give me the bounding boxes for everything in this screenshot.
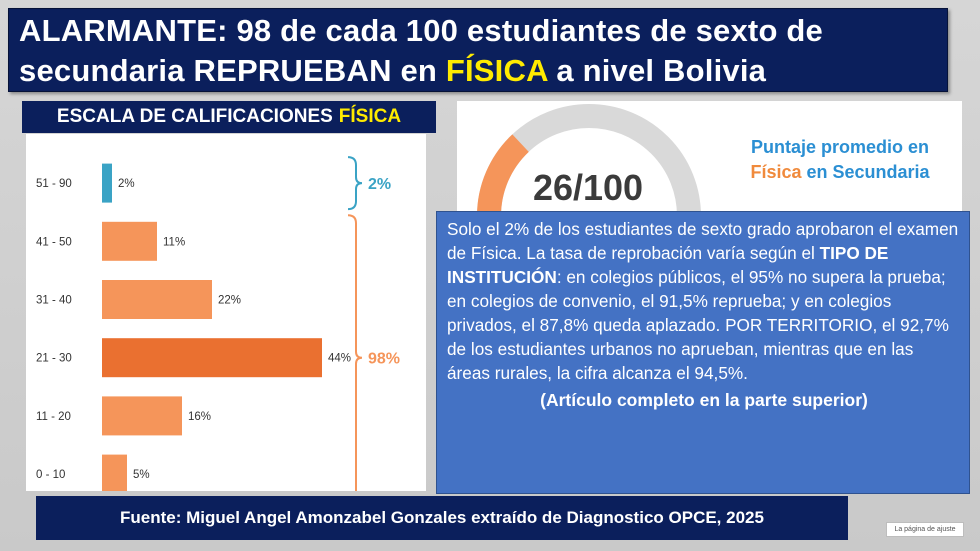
score-value: 26/100 [532, 167, 644, 208]
headline-line-1: ALARMANTE: 98 de cada 100 estudiantes de… [19, 13, 823, 48]
headline-line-2-end: a nivel Bolivia [547, 53, 767, 88]
category-label-5: 11 - 20 [36, 411, 71, 423]
grade-scale-chart-svg: 51 - 90 2% 41 - 50 11% 31 - 40 22% 21 - 30 44% 1… [36, 156, 400, 491]
summary-part-2: : en colegios públicos, el 95% no supera… [447, 267, 949, 383]
source-text: Fuente: Miguel Angel Amonzabel Gonzales … [120, 508, 764, 527]
bracket-label-1: 2% [368, 176, 391, 193]
category-label-6: 0 - 10 [36, 469, 65, 481]
scale-heading-highlight: FÍSICA [338, 106, 402, 127]
headline-line-2-start: secundaria REPRUEBAN en [19, 53, 446, 88]
gauge-fill [477, 134, 530, 216]
average-score-panel: 26/100 Puntaje promedio en Física en Sec… [457, 101, 962, 216]
category-label-1: 51 - 90 [36, 178, 72, 190]
bracket-label-2: 98% [368, 351, 400, 368]
category-label-4: 21 - 30 [36, 353, 72, 365]
bar-6 [102, 454, 127, 491]
gauge-caption-line-1: Puntaje promedio en [750, 137, 930, 157]
headline-highlight: FÍSICA [445, 53, 548, 88]
source-banner: Fuente: Miguel Angel Amonzabel Gonzales … [36, 496, 848, 540]
summary-bold: TIPO DE INSTITUCIÓN [447, 243, 889, 287]
full-article-note: (Artículo completo en la parte superior) [540, 390, 868, 410]
bar-1 [102, 163, 112, 203]
headline-banner: ALARMANTE: 98 de cada 100 estudiantes de… [8, 8, 948, 92]
gauge-caption: Puntaje promedio en Física en Secundaria [725, 135, 955, 185]
bracket-2 [347, 214, 363, 491]
scale-heading-text: ESCALA DE CALIFICACIONES [56, 106, 333, 127]
scale-heading: ESCALA DE CALIFICACIONES FÍSICA [22, 101, 436, 133]
category-label-2: 41 - 50 [36, 236, 72, 248]
score-gauge [477, 104, 701, 216]
headline-line-2: secundaria REPRUEBAN en FÍSICA a nivel B… [19, 53, 766, 89]
gauge-caption-subject: Física [750, 162, 802, 182]
value-label-6: 5% [133, 469, 150, 481]
value-label-2: 11% [163, 236, 185, 248]
bar-3 [102, 280, 212, 319]
summary-paragraph: Solo el 2% de los estudiantes de sexto g… [447, 217, 961, 385]
gauge-caption-level: en Secundaria [801, 162, 930, 182]
gauge-caption-line-2: Física en Secundaria [725, 160, 955, 185]
grade-scale-chart: 51 - 90 2% 41 - 50 11% 31 - 40 22% 21 - 30 44% 1… [26, 134, 426, 491]
value-label-3: 22% [218, 295, 241, 307]
bar-2 [102, 221, 157, 261]
value-label-4: 44% [328, 353, 351, 365]
value-label-1: 2% [118, 178, 135, 190]
value-label-5: 16% [188, 411, 211, 423]
bar-5 [102, 396, 182, 436]
category-label-3: 31 - 40 [36, 295, 72, 307]
bracket-1 [347, 156, 363, 211]
summary-box: Solo el 2% de los estudiantes de sexto g… [436, 211, 970, 494]
bar-4 [102, 338, 322, 378]
summary-part-1: Solo el 2% de los estudiantes de sexto g… [447, 219, 959, 263]
footer-note: La página de ajuste [886, 522, 964, 537]
